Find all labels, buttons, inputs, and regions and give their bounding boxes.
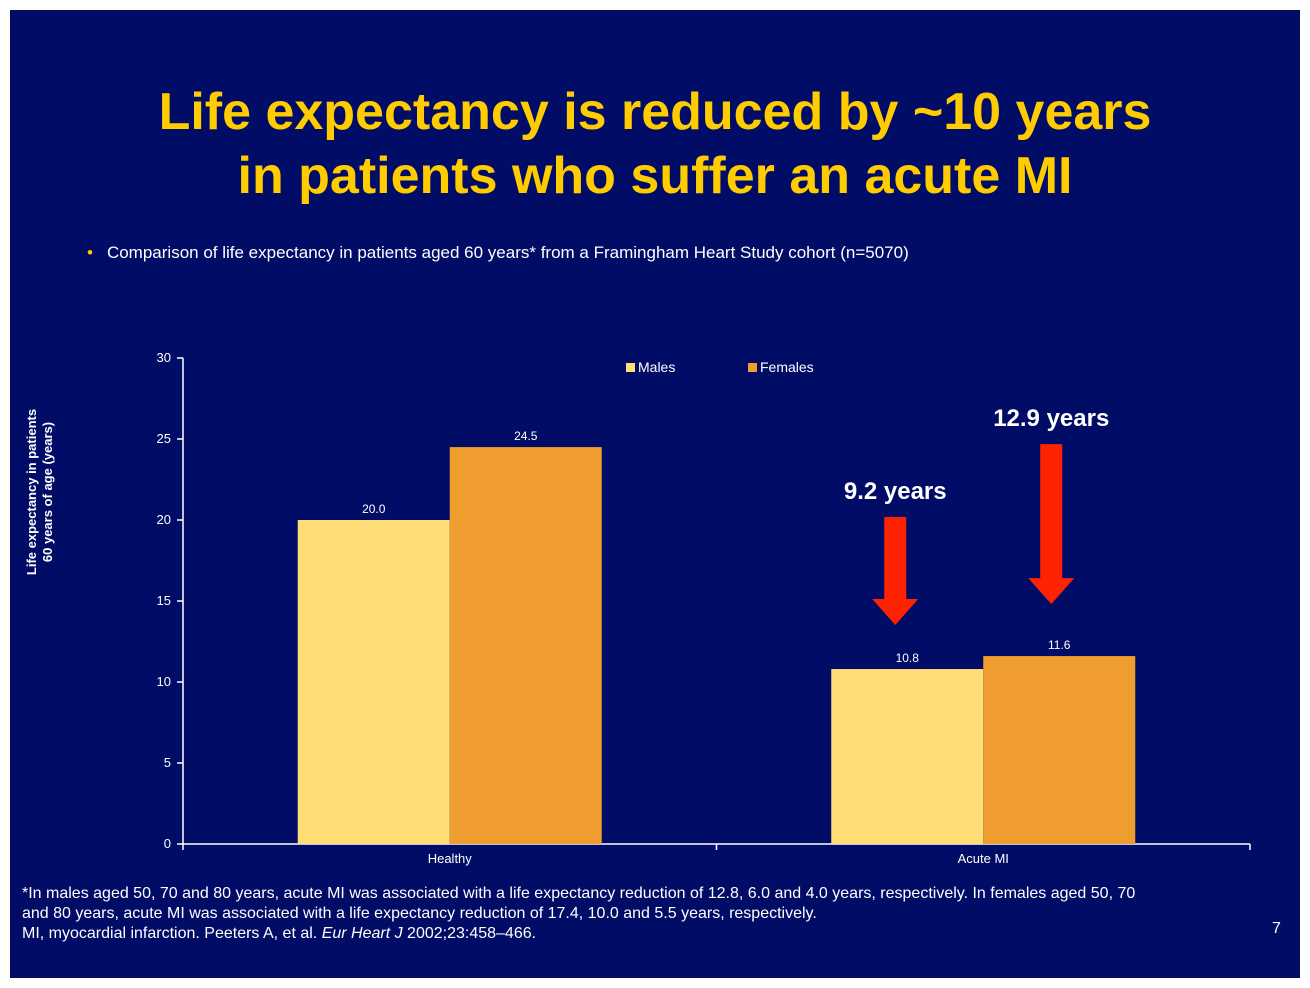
- data-label: 20.0: [362, 502, 386, 516]
- footnote-line-2: and 80 years, acute MI was associated wi…: [22, 905, 817, 922]
- data-label: 10.8: [896, 651, 920, 665]
- bar-chart: 0 5 10 15 20 25 30 Healthy 20.0 24.5 Acute MI 10.8 1…: [157, 350, 1251, 866]
- legend-swatch-females: [748, 363, 757, 372]
- footnote-suffix: 2002;23:458–466.: [402, 925, 537, 942]
- reduction-arrow-icon: [872, 517, 919, 626]
- y-tick-label: 10: [157, 674, 171, 689]
- title-line-2: in patients who suffer an acute MI: [237, 147, 1073, 205]
- reduction-annotation: 9.2 years: [844, 478, 947, 505]
- legend-label-males: Males: [638, 359, 675, 375]
- data-label: 24.5: [514, 429, 538, 443]
- slide: Life expectancy is reduced by ~10 years …: [10, 10, 1300, 978]
- data-label: 11.6: [1048, 638, 1071, 652]
- footnote-journal: Eur Heart J: [321, 925, 403, 942]
- page-number: 7: [1272, 920, 1281, 937]
- x-tick-label: Acute MI: [958, 851, 1009, 866]
- bar-females: [449, 447, 602, 844]
- legend-swatch-males: [626, 363, 635, 372]
- bar-males: [831, 669, 984, 844]
- bullet-text: Comparison of life expectancy in patient…: [106, 243, 909, 262]
- title-line-1: Life expectancy is reduced by ~10 years: [158, 83, 1152, 141]
- y-tick-label: 20: [157, 512, 171, 527]
- footnote-line-1: *In males aged 50, 70 and 80 years, acut…: [22, 885, 1136, 902]
- bar-males: [297, 520, 450, 844]
- legend-label-females: Females: [760, 359, 814, 375]
- bar-females: [983, 656, 1136, 844]
- x-tick-label: Healthy: [428, 851, 473, 866]
- footnote-prefix: MI, myocardial infarction. Peeters A, et…: [22, 925, 322, 942]
- y-tick-label: 25: [157, 431, 171, 446]
- y-tick-label: 5: [164, 755, 171, 770]
- slide-title: Life expectancy is reduced by ~10 years …: [10, 80, 1300, 208]
- y-tick-label: 0: [164, 836, 171, 851]
- bullet-dot-icon: •: [87, 243, 93, 262]
- reduction-annotation: 12.9 years: [993, 405, 1109, 432]
- footnote-line-3: MI, myocardial infarction. Peeters A, et…: [22, 924, 1272, 944]
- y-tick-label: 30: [157, 350, 171, 365]
- bullet-point: • Comparison of life expectancy in patien…: [87, 242, 909, 264]
- reduction-arrow-icon: [1028, 444, 1075, 605]
- footnote: *In males aged 50, 70 and 80 years, acut…: [22, 884, 1272, 944]
- y-tick-label: 15: [157, 593, 171, 608]
